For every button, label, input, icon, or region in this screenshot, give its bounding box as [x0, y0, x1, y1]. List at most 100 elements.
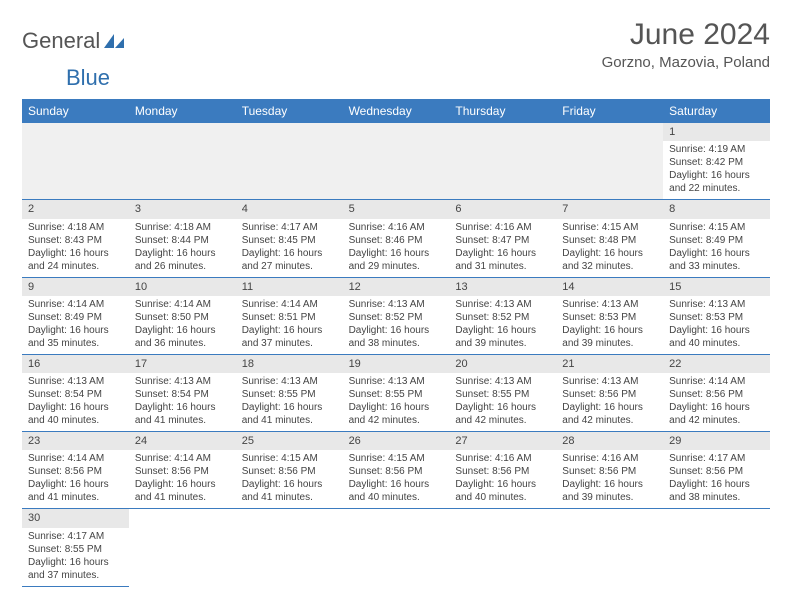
day-dl1: Daylight: 16 hours: [455, 247, 550, 260]
day-dl1: Daylight: 16 hours: [562, 324, 657, 337]
day-dl1: Daylight: 16 hours: [349, 324, 444, 337]
day-sunrise: Sunrise: 4:16 AM: [562, 452, 657, 465]
day-number: 17: [129, 355, 236, 373]
day-number: 3: [129, 200, 236, 218]
day-sunset: Sunset: 8:55 PM: [455, 388, 550, 401]
weekday-header-cell: Friday: [556, 99, 663, 123]
day-dl1: Daylight: 16 hours: [242, 324, 337, 337]
day-sunrise: Sunrise: 4:16 AM: [455, 452, 550, 465]
day-sunrise: Sunrise: 4:13 AM: [242, 375, 337, 388]
day-sunrise: Sunrise: 4:14 AM: [28, 298, 123, 311]
day-sunset: Sunset: 8:43 PM: [28, 234, 123, 247]
logo-text-blue: Blue: [66, 65, 110, 91]
day-dl2: and 41 minutes.: [135, 414, 230, 427]
weekday-header-cell: Wednesday: [343, 99, 450, 123]
day-cell: 28Sunrise: 4:16 AMSunset: 8:56 PMDayligh…: [556, 432, 663, 509]
day-number: 19: [343, 355, 450, 373]
day-dl1: Daylight: 16 hours: [455, 401, 550, 414]
day-number: 23: [22, 432, 129, 450]
day-number: 28: [556, 432, 663, 450]
day-dl1: Daylight: 16 hours: [28, 401, 123, 414]
day-dl2: and 31 minutes.: [455, 260, 550, 273]
day-number: 16: [22, 355, 129, 373]
day-dl2: and 41 minutes.: [242, 414, 337, 427]
day-number: 7: [556, 200, 663, 218]
day-number: 11: [236, 278, 343, 296]
day-sunrise: Sunrise: 4:14 AM: [669, 375, 764, 388]
day-cell: 14Sunrise: 4:13 AMSunset: 8:53 PMDayligh…: [556, 278, 663, 355]
day-sunrise: Sunrise: 4:13 AM: [28, 375, 123, 388]
day-cell: 3Sunrise: 4:18 AMSunset: 8:44 PMDaylight…: [129, 200, 236, 277]
day-sunset: Sunset: 8:53 PM: [562, 311, 657, 324]
day-sunset: Sunset: 8:56 PM: [349, 465, 444, 478]
day-sunset: Sunset: 8:51 PM: [242, 311, 337, 324]
day-dl2: and 40 minutes.: [455, 491, 550, 504]
day-sunrise: Sunrise: 4:15 AM: [242, 452, 337, 465]
day-sunset: Sunset: 8:46 PM: [349, 234, 444, 247]
day-number: 14: [556, 278, 663, 296]
day-sunset: Sunset: 8:55 PM: [349, 388, 444, 401]
day-cell: 25Sunrise: 4:15 AMSunset: 8:56 PMDayligh…: [236, 432, 343, 509]
day-dl2: and 35 minutes.: [28, 337, 123, 350]
day-cell: 1Sunrise: 4:19 AMSunset: 8:42 PMDaylight…: [663, 123, 770, 200]
empty-cell: [236, 123, 343, 200]
day-number: 13: [449, 278, 556, 296]
day-dl2: and 39 minutes.: [562, 337, 657, 350]
day-dl1: Daylight: 16 hours: [562, 401, 657, 414]
day-number: 10: [129, 278, 236, 296]
day-cell: 12Sunrise: 4:13 AMSunset: 8:52 PMDayligh…: [343, 278, 450, 355]
day-dl1: Daylight: 16 hours: [669, 169, 764, 182]
day-cell: 19 Sunrise: 4:13 AMSunset: 8:55 PMDayligh…: [343, 355, 450, 432]
day-sunrise: Sunrise: 4:13 AM: [349, 375, 444, 388]
day-dl2: and 27 minutes.: [242, 260, 337, 273]
day-cell: 20Sunrise: 4:13 AMSunset: 8:55 PMDayligh…: [449, 355, 556, 432]
calendar-page: General June 2024 Gorzno, Mazovia, Polan…: [0, 0, 792, 597]
day-dl2: and 33 minutes.: [669, 260, 764, 273]
weekday-header-cell: Sunday: [22, 99, 129, 123]
day-sunrise: Sunrise: 4:13 AM: [349, 298, 444, 311]
day-sunrise: Sunrise: 4:17 AM: [669, 452, 764, 465]
day-cell: 10Sunrise: 4:14 AMSunset: 8:50 PMDayligh…: [129, 278, 236, 355]
day-number: 2: [22, 200, 129, 218]
empty-cell: [343, 123, 450, 200]
day-cell: 2Sunrise: 4:18 AMSunset: 8:43 PMDaylight…: [22, 200, 129, 277]
day-dl2: and 37 minutes.: [242, 337, 337, 350]
day-dl2: and 42 minutes.: [562, 414, 657, 427]
day-sunset: Sunset: 8:56 PM: [135, 465, 230, 478]
empty-cell: [129, 509, 236, 586]
day-sunrise: Sunrise: 4:13 AM: [669, 298, 764, 311]
day-dl1: Daylight: 16 hours: [349, 478, 444, 491]
calendar-body: 1Sunrise: 4:19 AMSunset: 8:42 PMDaylight…: [22, 123, 770, 587]
weekday-header-cell: Thursday: [449, 99, 556, 123]
day-dl1: Daylight: 16 hours: [349, 401, 444, 414]
day-number: 15: [663, 278, 770, 296]
day-cell: 6Sunrise: 4:16 AMSunset: 8:47 PMDaylight…: [449, 200, 556, 277]
day-dl2: and 26 minutes.: [135, 260, 230, 273]
empty-cell: [343, 509, 450, 586]
day-cell: 17Sunrise: 4:13 AMSunset: 8:54 PMDayligh…: [129, 355, 236, 432]
day-dl1: Daylight: 16 hours: [669, 324, 764, 337]
day-dl2: and 37 minutes.: [28, 569, 123, 582]
day-dl1: Daylight: 16 hours: [28, 247, 123, 260]
day-sunset: Sunset: 8:52 PM: [349, 311, 444, 324]
day-dl2: and 42 minutes.: [455, 414, 550, 427]
day-dl2: and 38 minutes.: [669, 491, 764, 504]
day-dl2: and 24 minutes.: [28, 260, 123, 273]
day-sunset: Sunset: 8:56 PM: [242, 465, 337, 478]
title-block: June 2024 Gorzno, Mazovia, Poland: [602, 18, 770, 71]
day-cell: 7Sunrise: 4:15 AMSunset: 8:48 PMDaylight…: [556, 200, 663, 277]
location: Gorzno, Mazovia, Poland: [602, 54, 770, 71]
day-cell: 5Sunrise: 4:16 AMSunset: 8:46 PMDaylight…: [343, 200, 450, 277]
day-dl1: Daylight: 16 hours: [135, 324, 230, 337]
day-sunset: Sunset: 8:53 PM: [669, 311, 764, 324]
day-sunrise: Sunrise: 4:14 AM: [28, 452, 123, 465]
weekday-header-cell: Monday: [129, 99, 236, 123]
day-number: 25: [236, 432, 343, 450]
day-dl1: Daylight: 16 hours: [669, 401, 764, 414]
day-cell: 21Sunrise: 4:13 AMSunset: 8:56 PMDayligh…: [556, 355, 663, 432]
day-dl2: and 22 minutes.: [669, 182, 764, 195]
day-sunrise: Sunrise: 4:15 AM: [562, 221, 657, 234]
month-title: June 2024: [602, 18, 770, 52]
day-sunset: Sunset: 8:52 PM: [455, 311, 550, 324]
logo-text-general: General: [22, 28, 100, 54]
